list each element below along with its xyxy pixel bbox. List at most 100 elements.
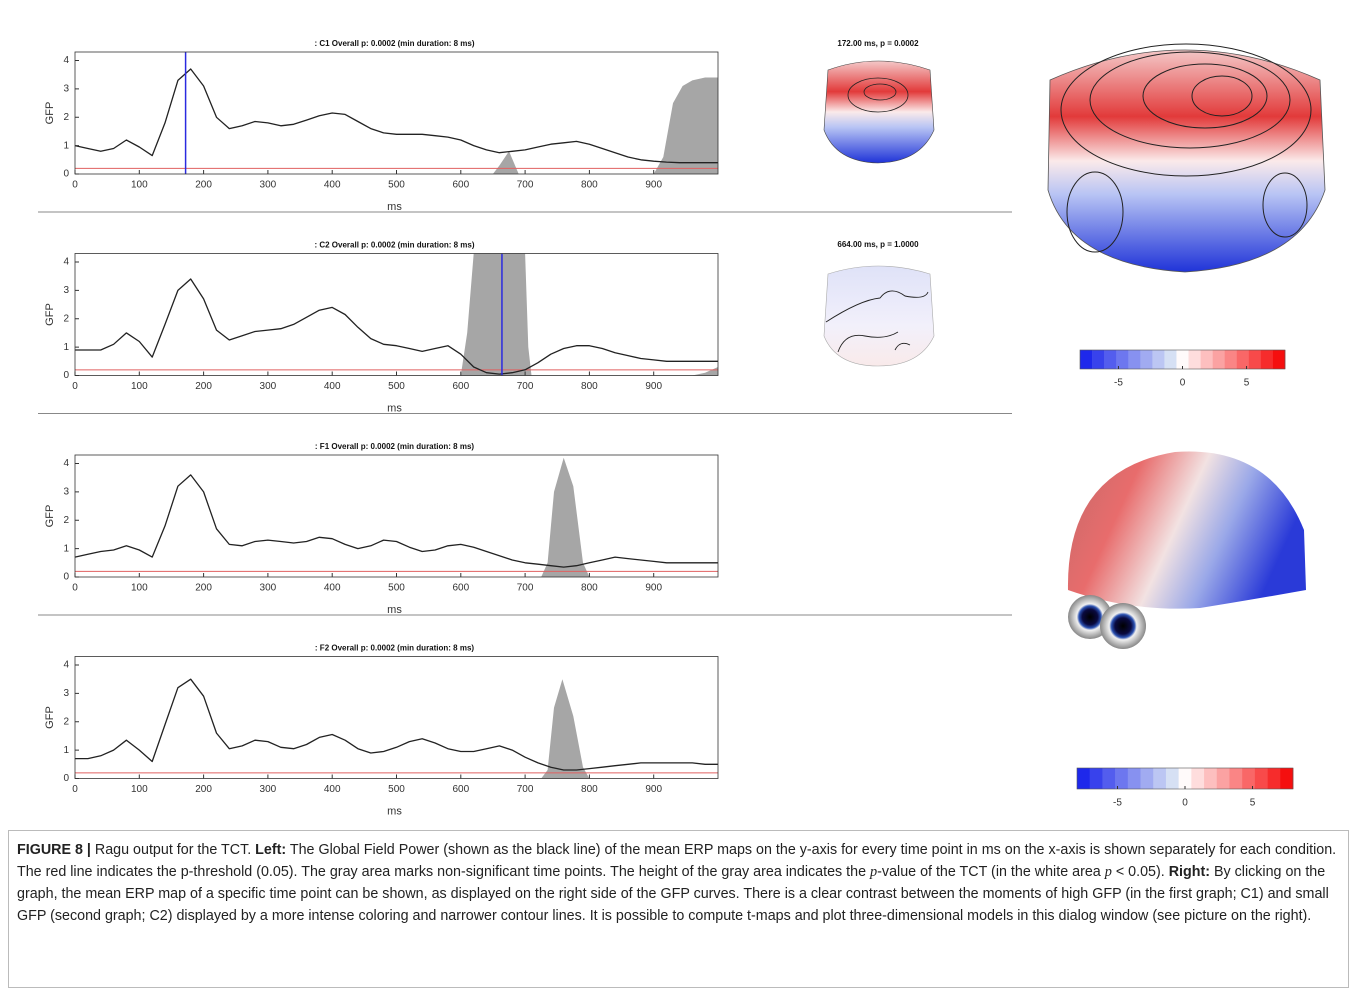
topomap-large: [1047, 43, 1326, 273]
x-tick-label: 700: [517, 784, 534, 795]
topomap-2: [823, 265, 935, 367]
nonsignificant-area: [541, 457, 590, 577]
y-axis-label: GFP: [44, 706, 56, 729]
colorbar-segment: [1165, 768, 1179, 789]
nonsignificant-area: [492, 77, 718, 174]
x-tick-label: 600: [452, 381, 469, 392]
y-tick-label: 2: [63, 313, 69, 324]
colorbar-segment: [1178, 768, 1192, 789]
x-tick-label: 400: [324, 381, 341, 392]
colorbar: -5 0 5: [1076, 767, 1294, 809]
caption-text: Ragu output for the TCT.: [90, 842, 256, 858]
x-tick-label: 900: [645, 583, 662, 594]
colorbar-segment: [1188, 350, 1201, 369]
colorbar-segment: [1176, 350, 1189, 369]
gfp-chart: : C1 Overall p: 0.0002 (min duration: 8 …: [38, 39, 1012, 213]
caption-text: < 0.05).: [1111, 864, 1169, 880]
colorbar-segment: [1128, 350, 1141, 369]
colorbar-segment: [1140, 768, 1154, 789]
plot-area: [75, 52, 718, 174]
topomap-label: 172.00 ms, p = 0.0002: [837, 39, 919, 48]
x-tick-label: 0: [72, 381, 78, 392]
x-tick-label: 900: [645, 180, 662, 191]
gfp-chart: : C2 Overall p: 0.0002 (min duration: 8 …: [38, 241, 1012, 414]
y-tick-label: 3: [63, 285, 69, 296]
x-tick-label: 400: [324, 180, 341, 191]
y-tick-label: 0: [63, 169, 69, 180]
x-tick-label: 300: [260, 381, 277, 392]
x-tick-label: 200: [195, 784, 212, 795]
colorbar-segment: [1272, 350, 1286, 369]
colorbar-segment: [1102, 768, 1116, 789]
x-axis-label: ms: [387, 805, 402, 817]
y-tick-label: 3: [63, 84, 69, 95]
plot-area: [75, 253, 718, 376]
x-tick-label: 400: [324, 784, 341, 795]
x-tick-label: 500: [388, 784, 405, 795]
caption-text: Left:: [255, 842, 287, 858]
colorbar-tick-label: 0: [1182, 798, 1188, 809]
gfp-line: [75, 678, 718, 771]
gfp-line: [75, 278, 718, 375]
x-tick-label: 300: [260, 180, 277, 191]
colorbar-segment: [1224, 350, 1238, 369]
y-tick-label: 2: [63, 515, 69, 526]
colorbar-segment: [1267, 768, 1281, 789]
caption-text: FIGURE 8 |: [17, 842, 91, 858]
y-axis-label: GFP: [44, 505, 56, 528]
y-tick-label: 4: [63, 257, 69, 268]
colorbar-segment: [1115, 768, 1129, 789]
y-axis-label: GFP: [44, 303, 56, 326]
x-tick-label: 900: [645, 784, 662, 795]
x-tick-label: 200: [195, 180, 212, 191]
x-axis-label: ms: [387, 604, 402, 616]
caption-text: By clicking on the graph, the mean ERP m…: [17, 864, 1329, 924]
colorbar-segment: [1200, 350, 1213, 369]
colorbar-tick-label: 0: [1180, 378, 1186, 389]
x-tick-label: 600: [452, 784, 469, 795]
gfp-chart: : F1 Overall p: 0.0002 (min duration: 8 …: [38, 442, 1012, 616]
x-tick-label: 400: [324, 583, 341, 594]
y-tick-label: 3: [63, 487, 69, 498]
plot-area: [75, 656, 718, 779]
colorbar-tick-label: -5: [1114, 378, 1123, 389]
x-tick-label: 700: [517, 583, 534, 594]
colorbar-segment: [1254, 768, 1268, 789]
chart-title: : F1 Overall p: 0.0002 (min duration: 8 …: [315, 442, 474, 451]
colorbar-tick-label: -5: [1113, 798, 1122, 809]
nonsignificant-area: [541, 679, 590, 779]
y-tick-label: 4: [63, 660, 69, 671]
topomap-1: [823, 60, 935, 164]
x-tick-label: 900: [645, 381, 662, 392]
y-tick-label: 2: [63, 716, 69, 727]
x-tick-label: 700: [517, 180, 534, 191]
y-tick-label: 4: [63, 55, 69, 66]
x-tick-label: 100: [131, 381, 148, 392]
x-tick-label: 500: [388, 180, 405, 191]
x-tick-label: 300: [260, 583, 277, 594]
x-tick-label: 200: [195, 381, 212, 392]
gfp-line: [74, 474, 718, 568]
y-tick-label: 2: [63, 112, 69, 123]
x-tick-label: 700: [517, 381, 534, 392]
colorbar-segment: [1140, 350, 1153, 369]
colorbar-segment: [1116, 350, 1129, 369]
caption-text: Right:: [1168, 864, 1210, 880]
x-tick-label: 800: [581, 583, 598, 594]
x-tick-label: 0: [72, 583, 78, 594]
colorbar-tick-label: 5: [1244, 378, 1250, 389]
colorbar: -5 0 5: [1079, 349, 1286, 389]
y-tick-label: 1: [63, 342, 69, 353]
colorbar-segment: [1260, 350, 1274, 369]
x-tick-label: 500: [388, 381, 405, 392]
y-tick-label: 0: [63, 370, 69, 381]
nonsignificant-area: [460, 253, 718, 376]
chart-title: : C2 Overall p: 0.0002 (min duration: 8 …: [314, 241, 474, 250]
x-tick-label: 500: [388, 583, 405, 594]
head-3d: [1067, 451, 1306, 649]
x-tick-label: 800: [581, 180, 598, 191]
y-tick-label: 1: [63, 745, 69, 756]
x-tick-label: 100: [131, 784, 148, 795]
x-axis-label: ms: [387, 402, 402, 414]
